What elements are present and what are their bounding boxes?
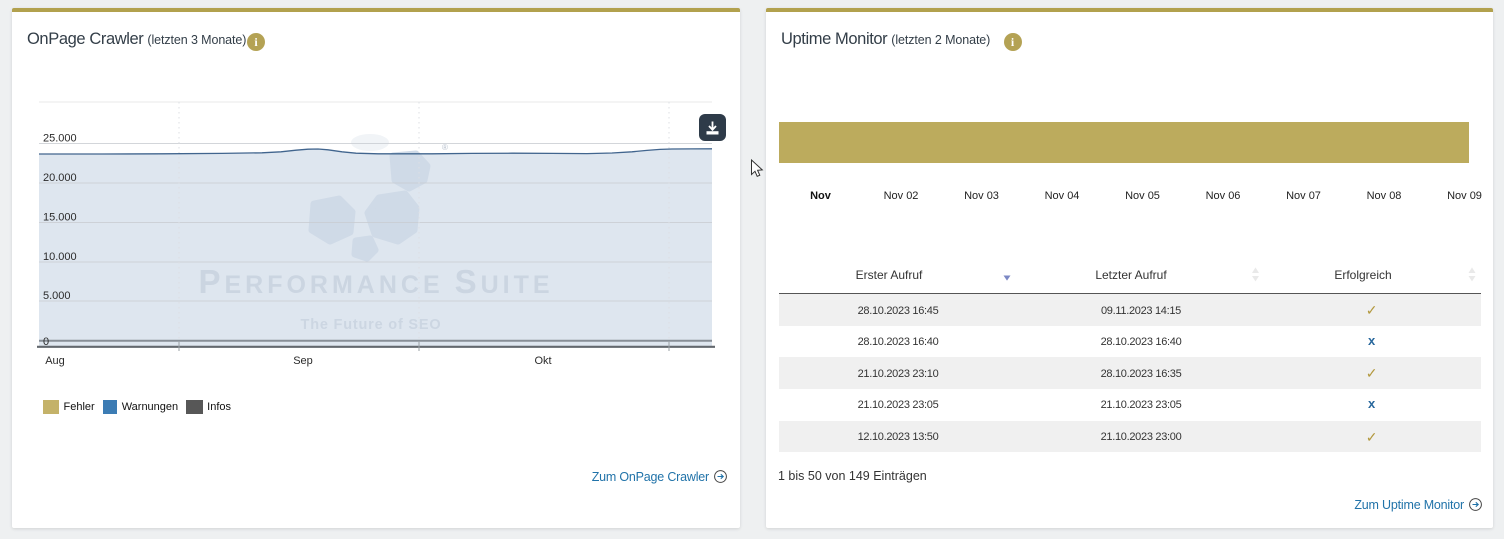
svg-text:Aug: Aug	[45, 355, 65, 367]
svg-text:The Future of SEO: The Future of SEO	[301, 317, 442, 333]
svg-text:5.000: 5.000	[43, 290, 71, 302]
svg-text:0: 0	[43, 336, 49, 348]
svg-text:Sep: Sep	[293, 355, 313, 367]
svg-text:20.000: 20.000	[43, 172, 77, 184]
svg-text:®: ®	[442, 143, 448, 152]
svg-text:10.000: 10.000	[43, 251, 77, 263]
svg-text:Okt: Okt	[534, 355, 551, 367]
svg-text:25.000: 25.000	[43, 133, 77, 145]
svg-text:PERFORMANCE SUITE: PERFORMANCE SUITE	[198, 263, 553, 300]
svg-text:15.000: 15.000	[43, 212, 77, 224]
